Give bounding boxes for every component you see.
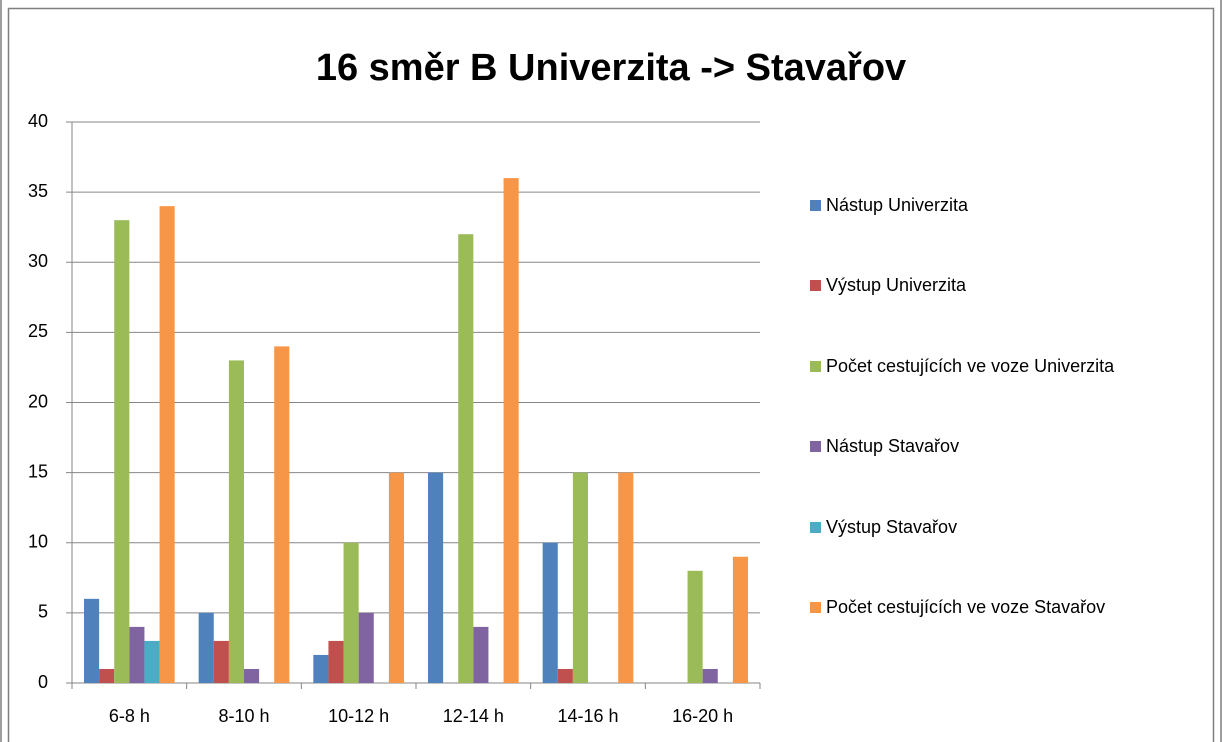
bar xyxy=(542,542,558,683)
y-tick-label: 25 xyxy=(28,321,48,341)
legend-label: Výstup Univerzita xyxy=(826,275,967,296)
bar xyxy=(702,668,718,683)
legend-swatch xyxy=(810,360,821,372)
legend-item: Počet cestujících ve voze Univerzita xyxy=(810,350,1205,382)
y-tick-label: 5 xyxy=(38,602,48,622)
bar xyxy=(458,234,474,683)
bar xyxy=(213,640,229,683)
bar xyxy=(228,360,244,683)
bar xyxy=(428,472,444,683)
bar xyxy=(388,472,404,683)
legend-label: Nástup Univerzita xyxy=(826,195,969,215)
bar xyxy=(343,542,359,683)
bar xyxy=(687,570,703,683)
legend-label: Počet cestujících ve voze Stavařov xyxy=(826,597,1106,617)
legend-swatch xyxy=(810,521,821,533)
legend-item: Nástup Univerzita xyxy=(810,189,1205,221)
y-tick-label: 15 xyxy=(28,461,48,481)
x-tick-label: 10-12 h xyxy=(328,706,389,726)
legend-swatch xyxy=(810,200,821,211)
legend-item: Nástup Stavařov xyxy=(810,430,1205,462)
x-tick-label: 8-10 h xyxy=(218,706,269,726)
bar xyxy=(244,668,260,683)
bar xyxy=(473,626,489,683)
y-tick-label: 30 xyxy=(28,251,48,271)
y-tick-label: 0 xyxy=(38,672,48,692)
bar xyxy=(144,640,160,683)
bar xyxy=(557,668,573,683)
legend-item: Výstup Univerzita xyxy=(810,269,1205,301)
bar xyxy=(313,654,329,683)
bar xyxy=(84,598,100,683)
bar xyxy=(503,178,519,683)
chart-title: 16 směr B Univerzita -> Stavařov xyxy=(316,47,906,89)
legend-label: Nástup Stavařov xyxy=(826,436,960,457)
bar xyxy=(618,472,634,683)
bar xyxy=(99,668,115,683)
y-tick-label: 10 xyxy=(28,532,48,552)
bar xyxy=(114,220,130,684)
legend-label: Počet cestujících ve voze Univerzita xyxy=(826,355,1115,376)
legend-label: Výstup Stavařov xyxy=(826,516,958,537)
bar xyxy=(129,626,145,683)
legend-item: Počet cestujících ve voze Stavařov xyxy=(810,591,1205,623)
bar xyxy=(159,206,175,683)
y-tick-label: 40 xyxy=(28,111,48,131)
bar xyxy=(572,472,588,683)
legend-swatch xyxy=(810,602,821,613)
bar xyxy=(732,556,748,683)
x-tick-label: 6-8 h xyxy=(109,706,150,726)
y-tick-label: 20 xyxy=(28,391,48,411)
y-tick-label: 35 xyxy=(28,181,48,201)
legend-swatch xyxy=(810,441,821,453)
bar xyxy=(358,612,374,683)
bar xyxy=(328,640,344,683)
bar xyxy=(198,612,214,683)
bar xyxy=(274,346,290,683)
legend-swatch xyxy=(810,280,821,292)
x-tick-label: 16-20 h xyxy=(672,706,733,726)
x-tick-label: 14-16 h xyxy=(557,706,618,726)
x-tick-label: 12-14 h xyxy=(443,706,504,726)
legend-item: Výstup Stavařov xyxy=(810,511,1205,543)
